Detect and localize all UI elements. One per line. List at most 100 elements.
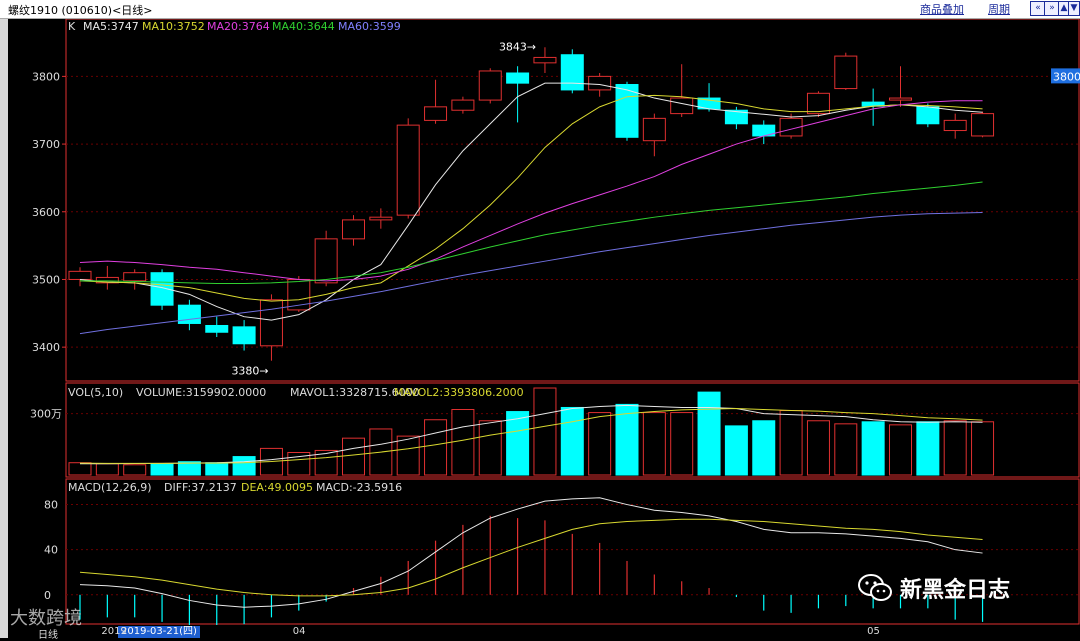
volume-bar: [506, 411, 530, 476]
candle-body: [95, 276, 119, 284]
candle-body: [314, 238, 338, 284]
volume-legend-item: MAVOL1:3328715.6000: [290, 386, 420, 399]
price-tick-label: 3500: [32, 273, 60, 286]
header-bar: 螺纹1910 (010610)<日线> 商品叠加 周期 « » ▲ ▼: [0, 0, 1080, 19]
candle-body: [68, 270, 92, 280]
volume-bar: [451, 409, 475, 476]
candle-body: [642, 117, 666, 142]
candle-body: [834, 55, 858, 90]
candle-body: [560, 54, 584, 91]
ma-line-ma10: [79, 94, 983, 302]
price-legend-item: MA20:3764: [207, 20, 270, 33]
price-legend-item: MA5:3747: [83, 20, 139, 33]
volume-panel: [68, 387, 995, 476]
candle-body: [478, 70, 502, 101]
candle-body: [396, 124, 420, 216]
down-arrow-icon[interactable]: ▼: [1068, 1, 1080, 16]
price-legend-item: MA60:3599: [338, 20, 401, 33]
chart-labels: 3400 3500 3600 3700 3800 3843→ 3380→ 3800 K MA5:3…: [30, 20, 1080, 602]
ma-line-ma5: [79, 82, 983, 321]
macd-tick-label: 0: [44, 589, 51, 602]
macd-panel: [79, 497, 984, 625]
volume-bar: [615, 403, 639, 476]
price-tick-label: 3700: [32, 138, 60, 151]
macd-frame: [65, 478, 1080, 625]
candle-body: [943, 119, 967, 132]
period-button[interactable]: 周期: [988, 3, 1010, 16]
x-axis-label: 04: [292, 626, 306, 637]
cursor-date-label: 2019-03-21(四): [118, 626, 200, 638]
x-axis-label: 日线: [38, 630, 58, 641]
volume-tick-label: 300万: [30, 408, 62, 421]
x-axis-label: 05: [867, 626, 880, 637]
watermark-left: 大数跨境: [10, 604, 82, 630]
candle-body: [205, 324, 229, 333]
volume-bar: [95, 463, 119, 476]
volume-bar: [150, 463, 174, 476]
volume-bar: [396, 435, 420, 476]
volume-bar: [971, 421, 995, 476]
volume-legend-item: MAVOL2:3393806.2000: [394, 386, 524, 399]
instrument-title: 螺纹1910 (010610)<日线>: [8, 4, 153, 17]
left-toolbar-strip: [0, 19, 8, 638]
mavol2-line: [79, 407, 983, 464]
current-price-label: 3800: [1053, 70, 1080, 83]
candle-body: [779, 117, 803, 137]
volume-bar: [533, 387, 557, 476]
macd-tick-label: 80: [44, 499, 58, 512]
volume-bar: [670, 412, 694, 476]
panel-frames: [65, 19, 1080, 625]
volume-bar: [478, 420, 502, 476]
volume-bar: [68, 462, 92, 476]
candle-body: [506, 72, 530, 84]
mavol1-line: [80, 404, 983, 465]
volume-bar: [123, 464, 147, 476]
ma-line-ma40: [80, 181, 983, 285]
candle-body: [369, 216, 393, 221]
volume-bar: [177, 461, 201, 476]
candle-body: [889, 97, 912, 101]
volume-frame: [65, 382, 1080, 478]
candle-body: [670, 97, 694, 115]
price-tick-label: 3400: [32, 341, 60, 354]
ma-line-ma60: [79, 211, 983, 335]
volume-bar: [588, 412, 612, 476]
macd-legend-item: DIFF:37.2137: [164, 481, 237, 494]
volume-bar: [342, 437, 365, 476]
price-legend-item: K: [68, 20, 76, 33]
x-axis-label: 2019: [101, 626, 127, 637]
candle-body: [916, 106, 940, 125]
candle-body: [588, 75, 612, 91]
candle-body: [259, 299, 283, 347]
volume-bar: [889, 424, 912, 476]
volume-bar: [232, 456, 256, 476]
watermark-right-text: 新黑金日志: [900, 578, 1011, 603]
volume-bar: [943, 420, 967, 476]
volume-bar: [779, 410, 803, 476]
candle-body: [150, 272, 174, 306]
candle-body: [232, 326, 256, 345]
candle-body: [724, 109, 748, 125]
ma-line-ma20: [79, 100, 983, 282]
dea-line: [79, 518, 983, 597]
volume-bar: [861, 421, 885, 476]
price-panel: [68, 47, 1080, 361]
candle-body: [123, 272, 147, 282]
futures-chart: 3400 3500 3600 3700 3800 3843→ 3380→ 3800 K MA5:3…: [8, 19, 1080, 625]
candle-body: [342, 219, 365, 240]
volume-bar: [752, 420, 776, 476]
macd-legend-item: MACD:-23.5916: [316, 481, 402, 494]
price-frame: [65, 19, 1080, 382]
candle-body: [615, 84, 639, 138]
price-tick-label: 3800: [32, 70, 60, 83]
volume-bar: [806, 420, 830, 476]
volume-bar: [560, 406, 584, 476]
volume-bar: [724, 425, 748, 476]
overlay-commodity-button[interactable]: 商品叠加: [920, 3, 964, 16]
candle-body: [451, 99, 475, 111]
low-annotation: 3380→: [231, 365, 268, 378]
volume-bar: [834, 423, 858, 476]
current-price-tag: [1051, 68, 1080, 84]
candle-body: [806, 92, 830, 115]
volume-legend-item: VOL(5,10): [68, 386, 123, 399]
